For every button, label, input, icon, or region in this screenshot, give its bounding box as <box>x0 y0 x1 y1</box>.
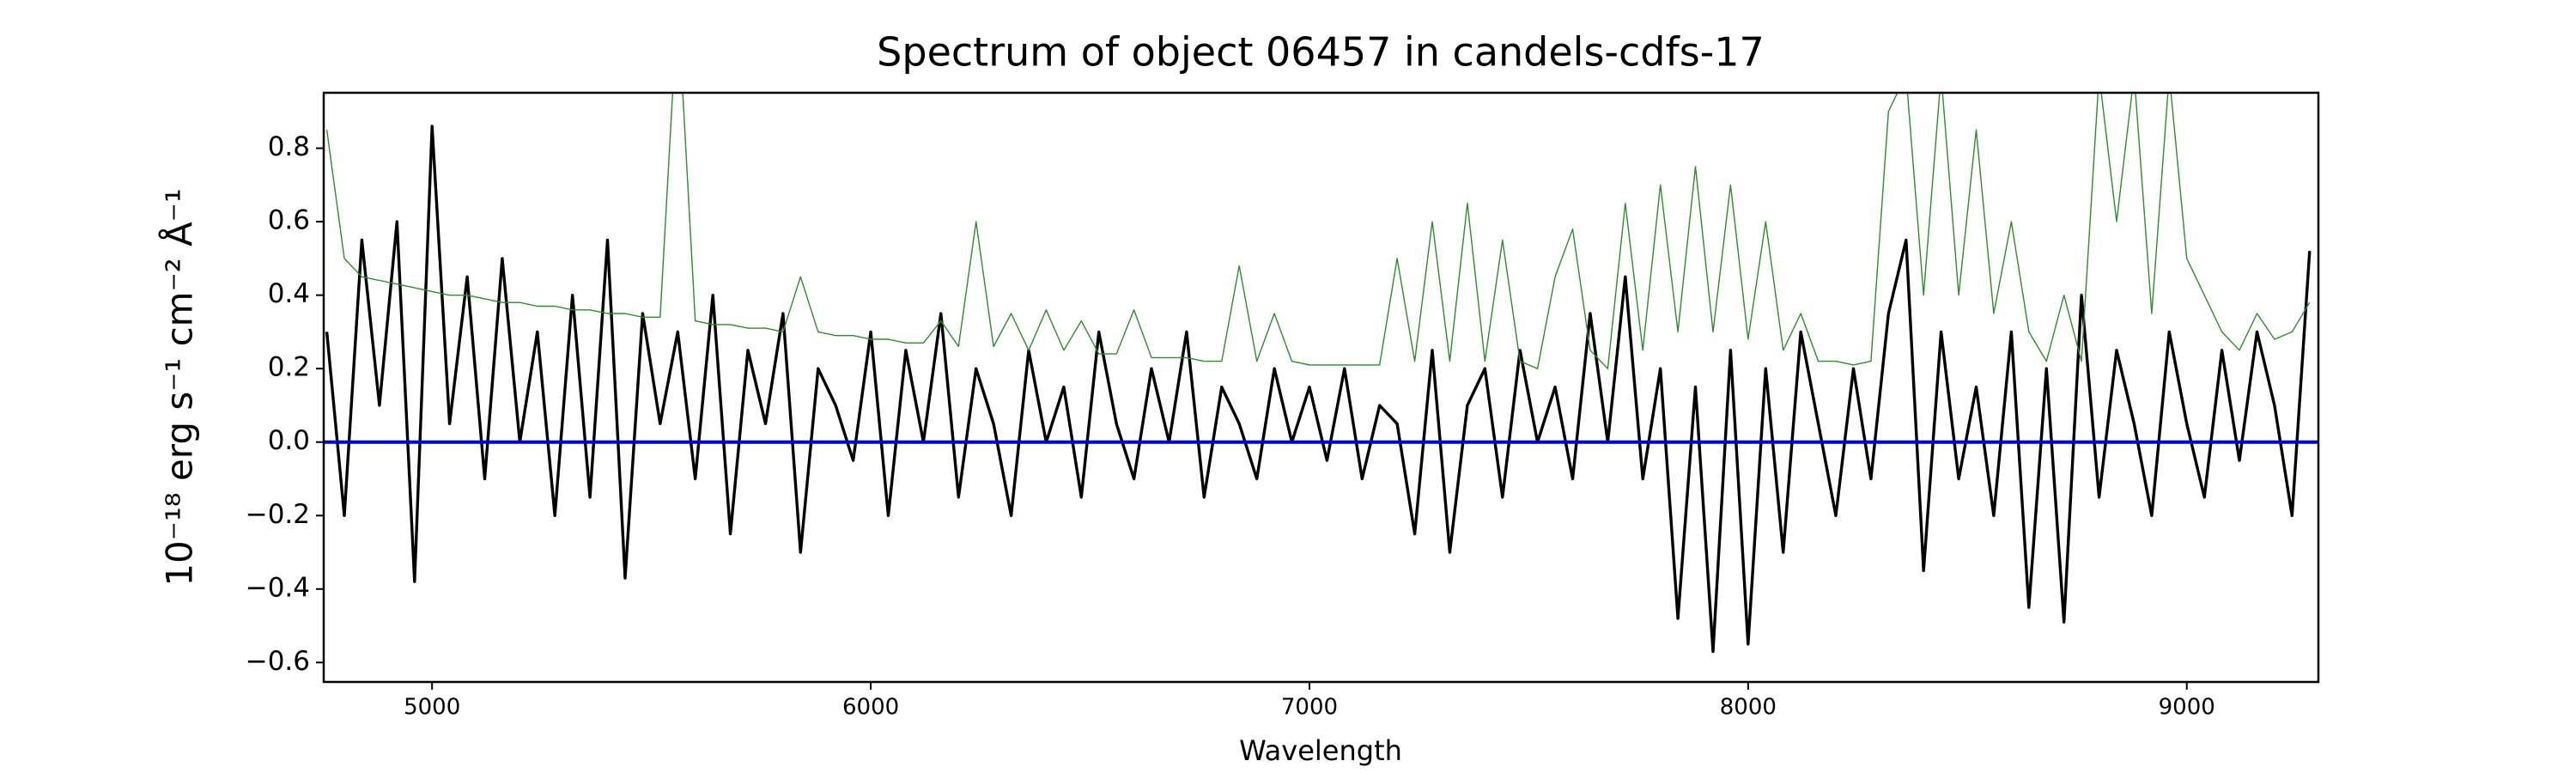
y-tick-label: 0.0 <box>268 425 310 456</box>
series-line <box>325 93 2311 369</box>
y-tick-label: 0.2 <box>268 352 310 383</box>
x-tick-label: 8000 <box>1720 695 1777 721</box>
x-axis-label: Wavelength <box>1239 734 1402 767</box>
x-tick-label: 5000 <box>404 695 460 721</box>
y-tick-label: −0.2 <box>246 499 310 530</box>
y-tick-label: 0.6 <box>268 205 310 236</box>
series-line <box>325 125 2312 654</box>
y-tick-label: 0.4 <box>268 278 310 309</box>
x-tick-label: 9000 <box>2159 695 2215 721</box>
y-tick-label: −0.6 <box>246 646 310 677</box>
plot-area <box>324 93 2318 654</box>
axes-frame <box>322 91 2320 684</box>
y-tick-label: 0.8 <box>268 131 310 162</box>
y-tick-label: −0.4 <box>246 572 310 603</box>
x-tick-label: 7000 <box>1281 695 1338 721</box>
x-tick-label: 6000 <box>842 695 899 721</box>
chart-title: Spectrum of object 06457 in candels-cdfs… <box>877 29 1765 76</box>
y-axis-label: 10⁻¹⁸ erg s⁻¹ cm⁻² Å⁻¹ <box>158 188 201 586</box>
